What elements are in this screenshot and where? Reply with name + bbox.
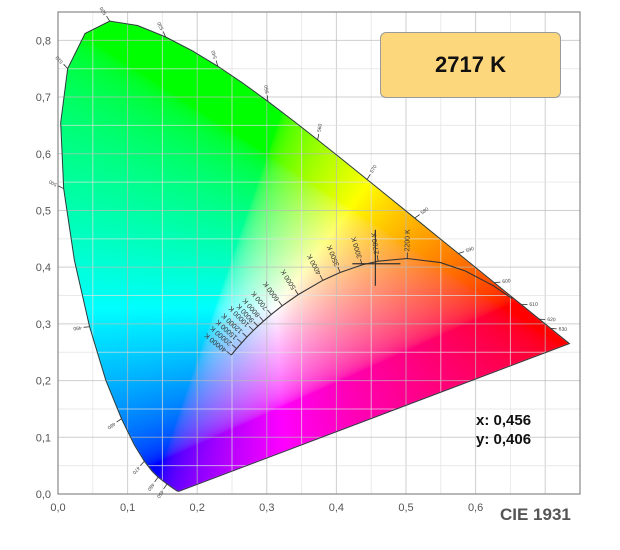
wavelength-label: 530 [156, 21, 165, 31]
wavelength-label: 550 [264, 85, 271, 94]
wavelength-tick [414, 214, 420, 219]
x-tick-label: 0,0 [50, 502, 65, 514]
y-tick-label: 0,2 [36, 376, 51, 388]
axes: 0,0 0,1 0,2 0,3 0,4 0,5 0,6 0,0 0,1 0,2 0,3 0,4 0,5 0… [36, 11, 581, 514]
x-tick-label: 0,6 [468, 502, 483, 514]
x-tick-label: 0,4 [329, 502, 344, 514]
y-tick-label: 0,6 [36, 149, 51, 161]
planckian-locus-curve [230, 257, 513, 356]
wavelength-label: 610 [529, 302, 538, 308]
x-tick-label: 0,5 [398, 502, 413, 514]
wavelength-label: 460 [146, 482, 156, 492]
cct-tick [253, 321, 259, 327]
y-tick-label: 0,3 [36, 319, 51, 331]
cct-tick [236, 338, 242, 344]
wavelength-tick [266, 95, 269, 102]
y-tick-label: 0,5 [36, 205, 51, 217]
wavelength-tick [494, 281, 501, 284]
wavelength-label: 520 [99, 5, 109, 15]
wavelength-label: 490 [73, 324, 82, 331]
wavelength-tick [63, 63, 68, 69]
wavelength-label: 560 [316, 123, 323, 132]
cct-tick [231, 344, 237, 349]
wavelength-label: 470 [131, 465, 141, 475]
cct-tick [259, 316, 264, 322]
x-coordinate: x: 0,456 [476, 412, 532, 429]
wavelength-label: 480 [106, 420, 116, 430]
wavelength-tick [458, 251, 465, 254]
y-tick-label: 0,1 [36, 432, 51, 444]
wavelength-label: 580 [420, 206, 430, 216]
wavelength-label: 500 [48, 178, 58, 187]
wavelength-label: 600 [502, 278, 511, 285]
wavelength-label: 570 [369, 164, 379, 174]
cct-label: 2200 K [404, 229, 412, 252]
cct-label: 4000 K [306, 252, 323, 275]
cct-readout: 2717 K [435, 52, 506, 77]
grid [57, 11, 581, 495]
cie-caption: CIE 1931 [500, 505, 571, 524]
cct-readout-box: 2717 K [380, 32, 561, 98]
cct-label: 3500 K [326, 244, 341, 268]
cct-tick [248, 325, 254, 331]
y-tick-label: 0,8 [36, 35, 51, 47]
cct-label: 6000 K [262, 280, 281, 302]
cct-tick [319, 274, 324, 281]
wavelength-tick [83, 326, 90, 328]
cct-tick [242, 332, 248, 338]
wavelength-tick [106, 15, 111, 22]
wavelength-tick [317, 133, 320, 140]
spectral-locus-outline [60, 20, 571, 492]
wavelength-tick [366, 174, 371, 180]
x-tick-label: 0,1 [120, 502, 135, 514]
cct-tick [337, 266, 341, 273]
wavelength-label: 590 [465, 246, 475, 254]
cct-tick [226, 350, 232, 356]
wavelength-label: 450 [155, 489, 165, 499]
cct-label: 5000 K [280, 268, 298, 291]
wavelength-tick [116, 418, 122, 423]
wavelength-tick [215, 60, 219, 67]
y-tick-label: 0,4 [36, 262, 51, 274]
wavelength-tick [163, 483, 168, 490]
wavelength-label: 540 [211, 49, 219, 59]
wavelength-tick [162, 31, 167, 38]
x-tick-label: 0,3 [259, 502, 274, 514]
x-tick-label: 0,2 [190, 502, 205, 514]
wavelength-tick [154, 476, 159, 483]
y-coordinate: y: 0,406 [476, 431, 532, 448]
wavelength-tick [58, 185, 64, 190]
cct-tick [267, 309, 272, 315]
y-tick-label: 0,7 [36, 92, 51, 104]
wavelength-label: 620 [547, 317, 556, 323]
cct-tick [376, 255, 379, 262]
chromaticity-marker [352, 229, 401, 286]
wavelength-label: 630 [558, 326, 567, 333]
cct-tick [294, 289, 299, 295]
wavelength-tick [139, 460, 145, 466]
cct-tick [278, 300, 283, 307]
wavelength-label: 510 [54, 54, 64, 64]
plot-frame [57, 11, 581, 495]
y-tick-label: 0,0 [36, 489, 51, 501]
